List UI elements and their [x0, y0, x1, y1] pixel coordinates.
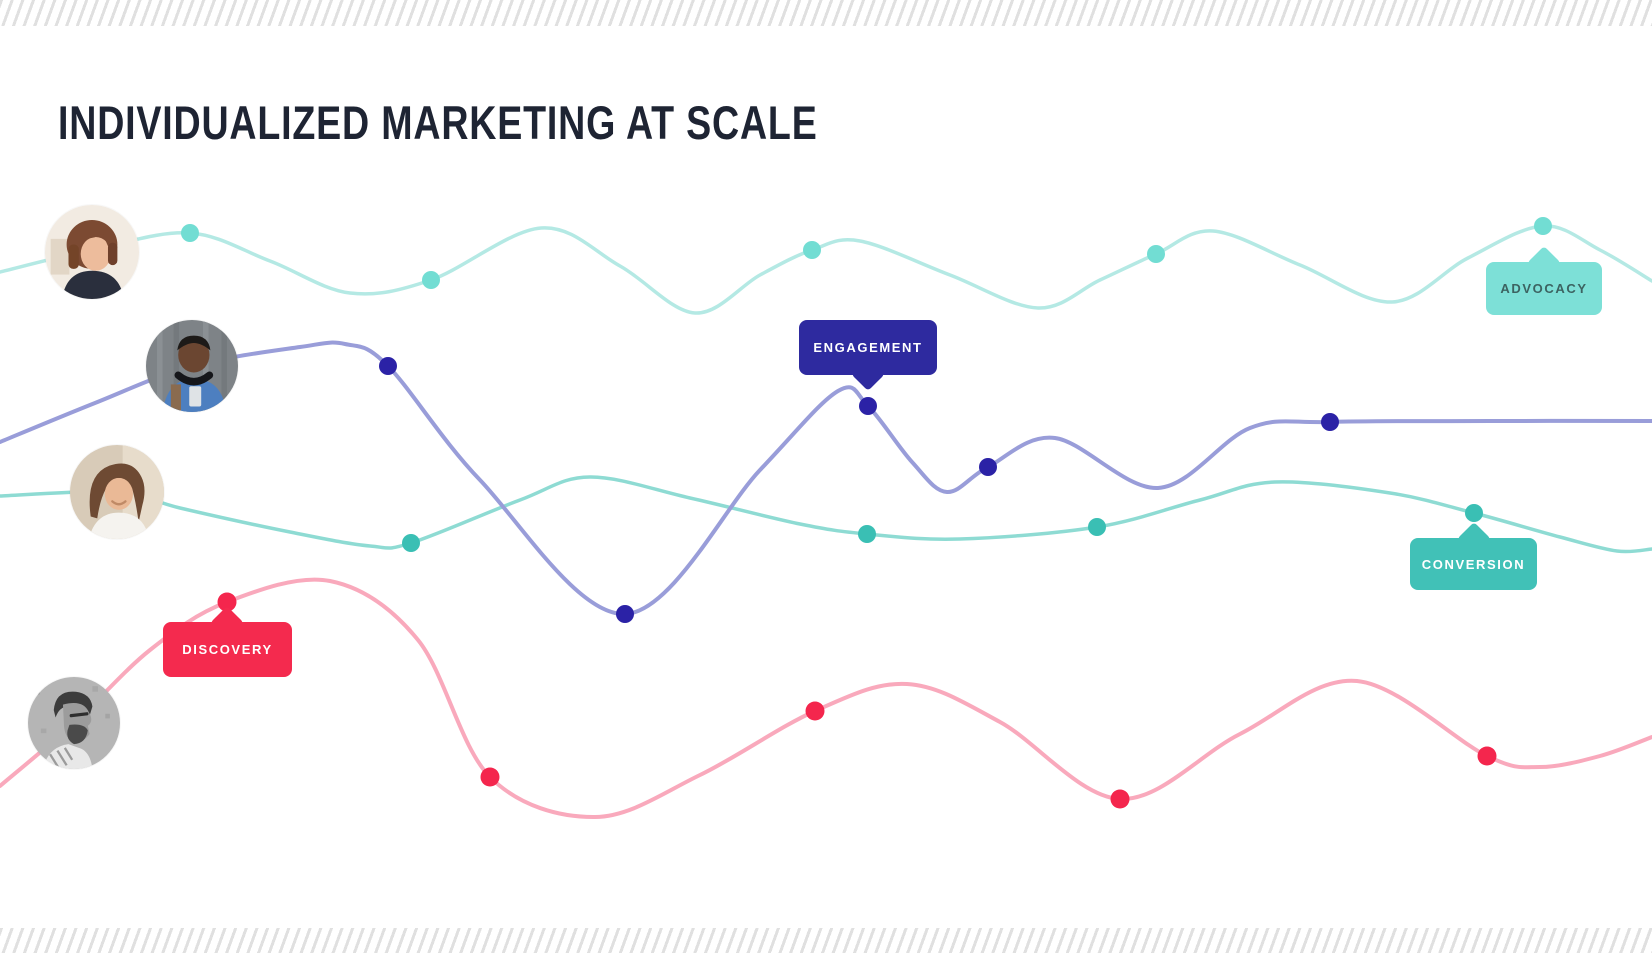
journey-touchpoint-dot-conversion — [1465, 504, 1483, 522]
journey-touchpoint-dot-discovery — [1110, 789, 1130, 809]
journey-line-engagement — [0, 340, 1652, 617]
journey-touchpoint-dot-engagement — [979, 458, 997, 476]
journey-line-discovery — [0, 577, 1652, 820]
journey-touchpoint-dot-engagement — [616, 605, 634, 623]
stage-label-text: DISCOVERY — [182, 642, 273, 657]
stage-label-text: CONVERSION — [1421, 556, 1526, 572]
journey-touchpoint-dot-advocacy — [1534, 217, 1552, 235]
journey-line-advocacy — [0, 224, 1652, 315]
journey-touchpoint-dot-advocacy — [181, 224, 199, 242]
journey-line-conversion — [0, 475, 1652, 554]
journey-touchpoint-dot-discovery — [480, 767, 500, 787]
top-border-stripes — [0, 0, 1652, 26]
journey-touchpoint-dot-advocacy — [1147, 245, 1165, 263]
stage-label-discovery: DISCOVERY — [163, 606, 292, 677]
journey-touchpoint-dot-discovery — [805, 701, 825, 721]
journey-touchpoint-dot-discovery — [217, 592, 237, 612]
page-title: INDIVIDUALIZED MARKETING AT SCALE — [58, 96, 818, 150]
stage-label-engagement: ENGAGEMENT — [799, 320, 937, 391]
journey-touchpoint-dot-advocacy — [422, 271, 440, 289]
bottom-border-stripes — [0, 928, 1652, 953]
stage-label-text: ADVOCACY — [1500, 281, 1588, 296]
stage-label-text: ENGAGEMENT — [813, 340, 923, 355]
avatar-woman-short-hair — [45, 205, 139, 299]
journey-touchpoint-dot-advocacy — [803, 241, 821, 259]
avatar-smiling-woman — [70, 445, 164, 539]
avatar-bearded-man-profile — [28, 677, 120, 769]
stage-label-advocacy: ADVOCACY — [1486, 246, 1602, 315]
journey-touchpoint-dot-conversion — [858, 525, 876, 543]
journey-touchpoint-dot-discovery — [1477, 746, 1497, 766]
stage-label-conversion: CONVERSION — [1410, 522, 1537, 590]
journey-touchpoint-dot-engagement — [859, 397, 877, 415]
avatar-man-with-headphones — [146, 320, 238, 412]
journey-touchpoint-dot-conversion — [402, 534, 420, 552]
journey-touchpoint-dot-engagement — [1321, 413, 1339, 431]
journey-touchpoint-dot-conversion — [1088, 518, 1106, 536]
journey-touchpoint-dot-engagement — [379, 357, 397, 375]
